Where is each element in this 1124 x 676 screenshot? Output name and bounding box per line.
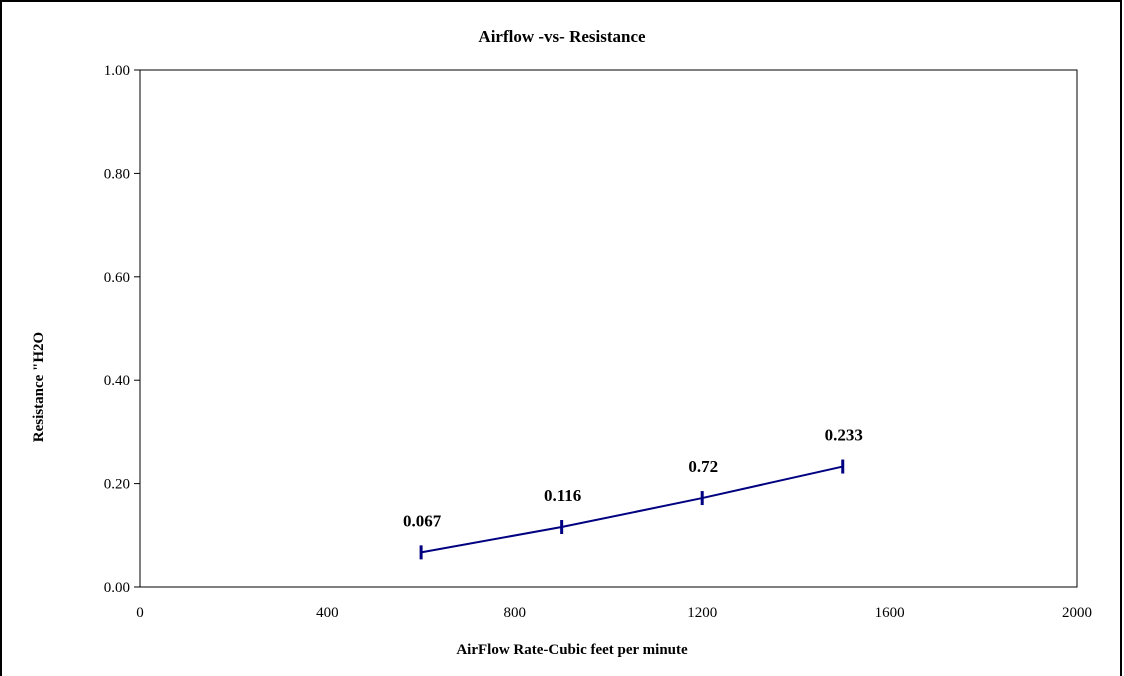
x-tick-label: 1600 xyxy=(875,605,905,621)
data-label: 0.116 xyxy=(544,486,581,505)
x-tick-label: 0 xyxy=(136,605,144,621)
series-layer: 0.067 0.116 0.72 0.233 xyxy=(403,426,863,560)
y-tick-label: 0.80 xyxy=(104,166,130,182)
plot-area xyxy=(139,69,1078,588)
chart-title: Airflow -vs- Resistance xyxy=(478,27,646,46)
x-tick-label: 1200 xyxy=(687,605,717,621)
x-axis-label: AirFlow Rate-Cubic feet per minute xyxy=(456,642,688,658)
y-tick-label: 0.40 xyxy=(104,373,130,389)
y-tick-label: 0.20 xyxy=(104,477,130,493)
data-label: 0.233 xyxy=(825,426,863,445)
x-tick-label: 400 xyxy=(316,605,339,621)
data-label: 0.067 xyxy=(403,511,442,530)
series-line xyxy=(420,465,843,554)
y-tick-label: 0.60 xyxy=(104,270,130,286)
x-tick-label: 2000 xyxy=(1062,605,1092,621)
y-axis-ticks: 0.00 0.20 0.40 0.60 0.80 1.00 xyxy=(104,63,140,596)
y-tick-label: 0.00 xyxy=(104,580,130,596)
y-tick-label: 1.00 xyxy=(104,63,130,79)
data-label: 0.72 xyxy=(688,457,718,476)
x-axis-ticks: 0 400 800 1200 1600 2000 xyxy=(136,605,1092,621)
y-axis-label: Resistance "H2O xyxy=(31,332,47,442)
x-tick-label: 800 xyxy=(504,605,527,621)
